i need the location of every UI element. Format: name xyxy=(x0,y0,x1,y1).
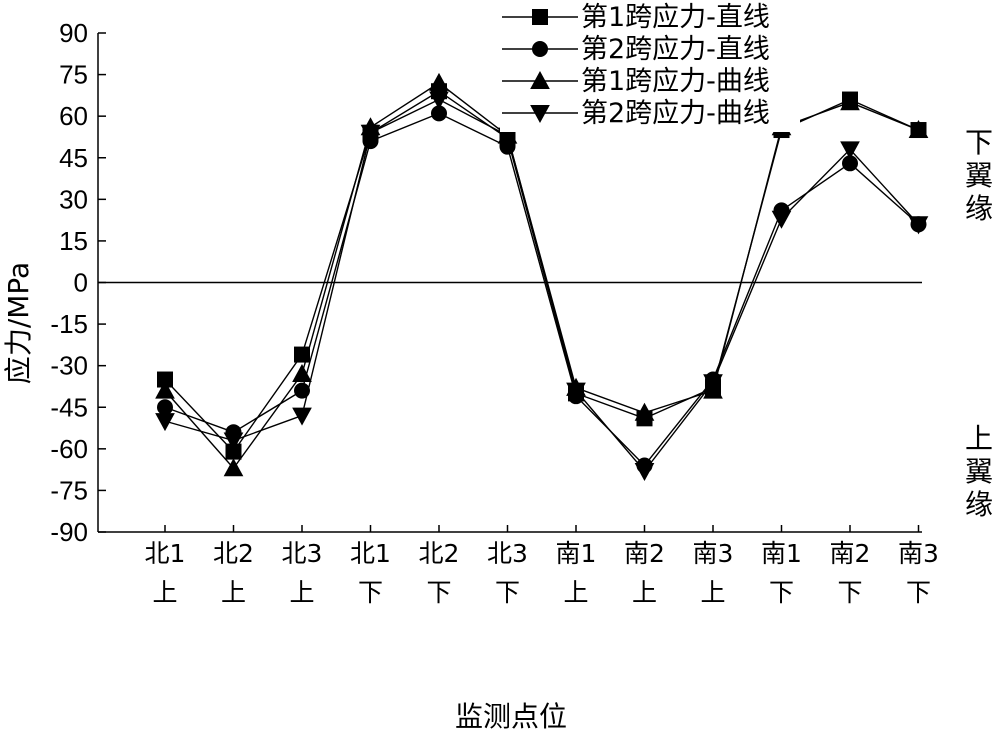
y-tick-label: -90 xyxy=(50,517,88,547)
y-ticks: 90 75 60 45 30 15 0 -15 -30 -45 -60 -75 -90 xyxy=(50,18,106,547)
data-point xyxy=(155,380,175,399)
data-point xyxy=(908,216,929,235)
y-tick-label: 75 xyxy=(59,60,88,90)
x-category-label-bottom: 上 xyxy=(632,578,657,607)
data-point xyxy=(566,382,586,401)
data-point xyxy=(292,407,312,426)
legend-label: 第2跨应力-曲线 xyxy=(581,98,770,129)
y-tick-label: 60 xyxy=(59,101,88,131)
y-tick-label: -60 xyxy=(50,434,88,464)
y-tick-label: 90 xyxy=(59,18,88,48)
legend-background xyxy=(500,0,800,132)
legend-item: 第1跨应力-曲线 xyxy=(502,66,770,97)
x-category-label-top: 南3 xyxy=(898,539,939,568)
legend-marker xyxy=(532,9,548,25)
series-line xyxy=(164,98,920,473)
series-group xyxy=(155,72,929,482)
y-tick-label: 0 xyxy=(74,268,88,298)
x-category-label-top: 南1 xyxy=(556,539,597,568)
x-category-label-top: 南3 xyxy=(693,539,734,568)
x-category-label-top: 北3 xyxy=(282,539,323,568)
data-point xyxy=(429,72,449,91)
legend-item: 第2跨应力-曲线 xyxy=(502,98,770,129)
side-label-char: 缘 xyxy=(965,192,993,225)
legend-marker xyxy=(530,105,550,124)
series-3 xyxy=(155,72,929,477)
legend-marker xyxy=(532,41,548,57)
x-category-label-bottom: 下 xyxy=(906,578,931,607)
side-label-char: 下 xyxy=(965,126,993,159)
side-label-char: 翼 xyxy=(965,455,993,488)
legend-label: 第2跨应力-直线 xyxy=(581,34,770,65)
y-tick-label: -30 xyxy=(50,351,88,381)
data-point xyxy=(292,363,312,382)
y-axis-title: 应力/MPa xyxy=(2,262,35,384)
x-category-label-bottom: 上 xyxy=(700,578,725,607)
series-2 xyxy=(157,105,927,474)
data-point xyxy=(223,458,244,477)
data-point xyxy=(908,119,929,139)
side-label-lower-flange: 下翼缘 xyxy=(965,126,993,225)
y-tick-label: -75 xyxy=(50,475,88,505)
x-category-label-top: 北2 xyxy=(419,539,460,568)
x-category-label-bottom: 上 xyxy=(221,578,246,607)
series-line xyxy=(164,112,919,467)
x-category-label-top: 南2 xyxy=(830,539,871,568)
data-point xyxy=(429,91,449,110)
series-line xyxy=(164,82,919,470)
x-category-label-bottom: 下 xyxy=(358,578,383,607)
x-category-label-bottom: 上 xyxy=(563,578,588,607)
y-tick-label: 45 xyxy=(59,143,88,173)
y-tick-label: 30 xyxy=(59,184,88,214)
legend-item: 第2跨应力-直线 xyxy=(502,34,770,65)
data-point xyxy=(840,92,860,111)
x-category-label-top: 北3 xyxy=(487,539,528,568)
y-tick-label: -45 xyxy=(50,392,88,422)
x-category-label-top: 南1 xyxy=(761,539,802,568)
data-point xyxy=(634,402,655,421)
x-category-label-top: 南2 xyxy=(624,539,665,568)
legend-label: 第1跨应力-直线 xyxy=(581,2,770,33)
data-point xyxy=(223,432,244,451)
x-category-label-bottom: 下 xyxy=(837,578,862,607)
data-point xyxy=(771,210,792,229)
x-category-label-bottom: 下 xyxy=(426,578,451,607)
y-tick-label: -15 xyxy=(50,309,88,339)
side-label-char: 上 xyxy=(965,422,993,455)
data-point xyxy=(157,399,173,416)
x-category-label-top: 北1 xyxy=(145,539,186,568)
x-categories: 北1 上 北2 上 北3 上 北1 下 北2 下 北3 下 南1 上 南2 上 南3 上 南1 下 南2 下 南3 下 xyxy=(145,525,939,607)
x-category-label-top: 北2 xyxy=(213,539,254,568)
legend-label: 第1跨应力-曲线 xyxy=(581,66,770,97)
data-point xyxy=(360,124,381,143)
x-category-label-bottom: 上 xyxy=(152,578,177,607)
data-point xyxy=(634,463,655,482)
y-tick-label: 15 xyxy=(59,226,88,256)
data-point xyxy=(155,413,175,432)
side-label-char: 缘 xyxy=(965,488,993,521)
legend-marker xyxy=(530,70,550,89)
legend-item: 第1跨应力-直线 xyxy=(502,2,770,33)
data-point xyxy=(840,141,860,160)
side-label-upper-flange: 上翼缘 xyxy=(965,422,993,521)
x-axis-title: 监测点位 xyxy=(455,700,567,733)
data-point xyxy=(294,382,310,399)
data-point xyxy=(703,374,723,393)
x-category-label-bottom: 下 xyxy=(495,578,520,607)
x-category-label-bottom: 下 xyxy=(769,578,794,607)
x-category-label-top: 北1 xyxy=(350,539,391,568)
series-4 xyxy=(155,91,929,482)
x-category-label-bottom: 上 xyxy=(289,578,314,607)
side-label-char: 翼 xyxy=(965,159,993,192)
